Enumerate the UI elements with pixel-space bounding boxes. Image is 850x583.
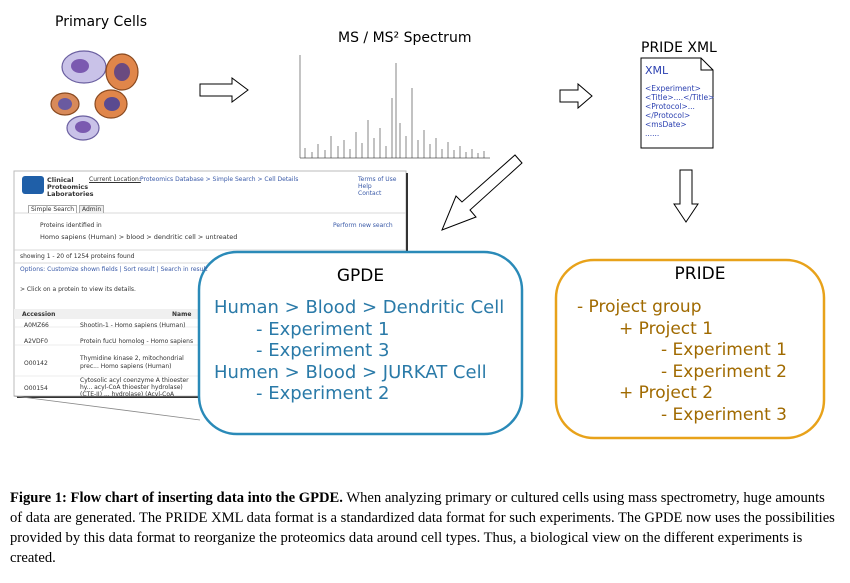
arrow-spectrum-to-xml [559,82,593,110]
lineage-text: Homo sapiens (Human) > blood > dendritic… [40,233,238,241]
pride-line: - Experiment 2 [661,362,787,382]
row-name[interactable]: Cytosolic acyl coenzyme A thioester hy..… [80,377,189,396]
primary-cells-illustration [50,50,139,141]
xml-line: <msDate> [645,120,687,129]
arrow-cells-to-spectrum [199,77,249,103]
row-accession[interactable]: O00154 [24,385,48,392]
col-name[interactable]: Name [172,311,192,318]
pride-line: - Experiment 3 [661,405,787,425]
xml-header: XML [645,64,669,77]
row-name[interactable]: Shootin-1 - Homo sapiens (Human) [80,322,186,329]
row-accession[interactable]: A0MZ66 [24,322,49,329]
org-name-2: Proteomics [47,183,89,191]
gpde-line: Human > Blood > Dendritic Cell [214,297,505,318]
arrow-xml-to-gpde [441,154,523,231]
primary-cells-label: Primary Cells [55,14,148,30]
perform-new-search-link[interactable]: Perform new search [333,222,393,229]
gpde-box [197,250,524,436]
xml-document-icon [640,57,714,149]
xml-lines: <Experiment> <Title>....</Title> <Protoc… [645,84,715,138]
gpde-line: - Experiment 1 [256,319,390,340]
ms-spectrum-label: MS / MS² Spectrum [338,30,472,46]
proteins-identified: Proteins identified in [40,222,102,229]
xml-line: ...... [645,129,660,138]
pride-xml-label: PRIDE XML [641,40,717,56]
gpde-line: - Experiment 2 [256,383,390,404]
figure-caption: Figure 1: Flow chart of inserting data i… [10,488,838,568]
tab-simple-search[interactable]: Simple Search [28,205,78,213]
row-accession[interactable]: A2VDF0 [24,338,48,345]
org-name-1: Clinical [47,176,74,184]
link-terms[interactable]: Terms of Use [358,176,397,183]
pride-line: + Project 1 [619,319,714,339]
pride-title: PRIDE [674,264,726,284]
row-name[interactable]: Protein fucU homolog - Homo sapiens [80,338,194,345]
click-hint: > Click on a protein to view its details… [20,286,136,293]
pride-line: - Experiment 1 [661,340,787,360]
row-name[interactable]: Thymidine kinase 2, mitochondrial prec..… [80,355,184,370]
location-path[interactable]: Proteomics Database > Simple Search > Ce… [140,176,299,183]
ms-spectrum-plot [299,55,490,159]
xml-line: <Experiment> [645,84,701,93]
pride-line: - Project group [577,297,702,317]
link-contact[interactable]: Contact [358,190,382,197]
pride-box [554,258,826,440]
gpde-line: - Experiment 3 [256,340,390,361]
xml-line: </Protocol> [645,111,691,120]
link-help[interactable]: Help [358,183,372,190]
col-accession[interactable]: Accession [22,311,56,318]
gpde-title: GPDE [336,266,385,286]
options-bar[interactable]: Options: Customize shown fields | Sort r… [20,266,208,273]
caption-bold: Figure 1: Flow chart of inserting data i… [10,490,343,506]
tab-admin[interactable]: Admin [79,205,105,213]
location-label: Current Location: [89,176,141,183]
org-name-3: Laboratories [47,190,94,198]
caption-text: When analyzing primary or cultured cells… [10,490,835,566]
gpde-line: Humen > Blood > JURKAT Cell [214,362,487,383]
pride-line: + Project 2 [619,383,714,403]
xml-line: <Title>....</Title> [645,93,715,102]
row-accession[interactable]: O00142 [24,360,48,367]
arrow-xml-to-pride [673,169,699,223]
showing-count: showing 1 - 20 of 1254 proteins found [20,253,135,260]
xml-line: <Protocol>... [645,102,695,111]
